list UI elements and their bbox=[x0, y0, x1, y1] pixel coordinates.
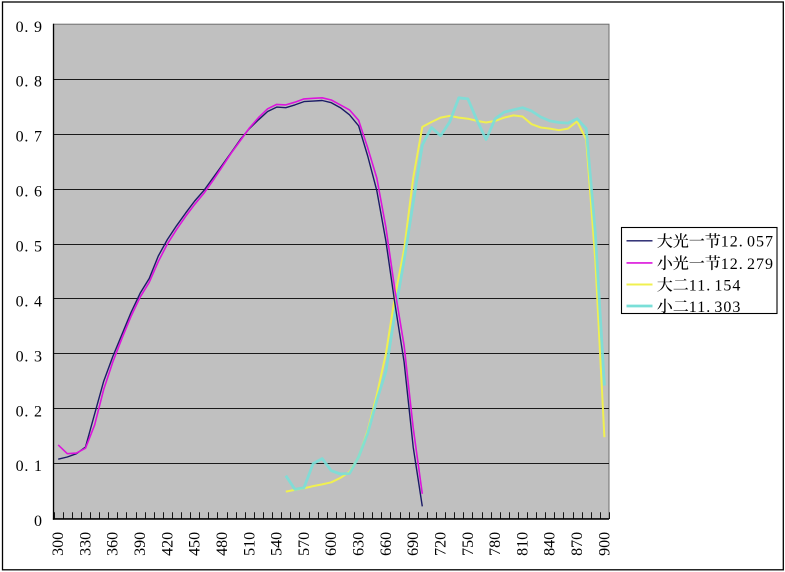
svg-text:300: 300 bbox=[50, 532, 67, 556]
svg-text:12.279: 12. 279 bbox=[721, 256, 774, 273]
svg-text:420: 420 bbox=[159, 532, 176, 556]
svg-text:0. 8: 0. 8 bbox=[16, 74, 43, 91]
svg-text:360: 360 bbox=[105, 532, 122, 556]
svg-text:840: 840 bbox=[542, 532, 559, 556]
svg-text:0. 5: 0. 5 bbox=[16, 239, 43, 256]
svg-text:630: 630 bbox=[351, 532, 368, 556]
svg-text:870: 870 bbox=[569, 532, 586, 556]
svg-text:660: 660 bbox=[378, 532, 395, 556]
svg-text:750: 750 bbox=[460, 532, 477, 556]
svg-text:0. 3: 0. 3 bbox=[16, 348, 43, 365]
svg-text:0. 2: 0. 2 bbox=[16, 403, 43, 420]
svg-text:12.057: 12. 057 bbox=[721, 234, 774, 251]
svg-text:0. 4: 0. 4 bbox=[16, 293, 43, 310]
svg-text:0: 0 bbox=[34, 513, 43, 530]
svg-text:780: 780 bbox=[487, 532, 504, 556]
svg-text:540: 540 bbox=[269, 532, 286, 556]
svg-text:0. 9: 0. 9 bbox=[16, 19, 43, 36]
svg-text:900: 900 bbox=[596, 532, 613, 556]
svg-text:570: 570 bbox=[296, 532, 313, 556]
svg-text:510: 510 bbox=[241, 532, 258, 556]
svg-text:480: 480 bbox=[214, 532, 231, 556]
svg-text:690: 690 bbox=[405, 532, 422, 556]
svg-text:720: 720 bbox=[433, 532, 450, 556]
svg-text:330: 330 bbox=[77, 532, 94, 556]
svg-text:11.303: 11. 303 bbox=[689, 299, 742, 316]
svg-text:0. 6: 0. 6 bbox=[16, 184, 43, 201]
svg-text:450: 450 bbox=[187, 532, 204, 556]
svg-text:390: 390 bbox=[132, 532, 149, 556]
svg-text:11.154: 11. 154 bbox=[689, 277, 742, 294]
svg-text:810: 810 bbox=[514, 532, 531, 556]
svg-text:0. 1: 0. 1 bbox=[16, 458, 43, 475]
svg-text:0. 7: 0. 7 bbox=[16, 129, 43, 146]
svg-text:600: 600 bbox=[323, 532, 340, 556]
